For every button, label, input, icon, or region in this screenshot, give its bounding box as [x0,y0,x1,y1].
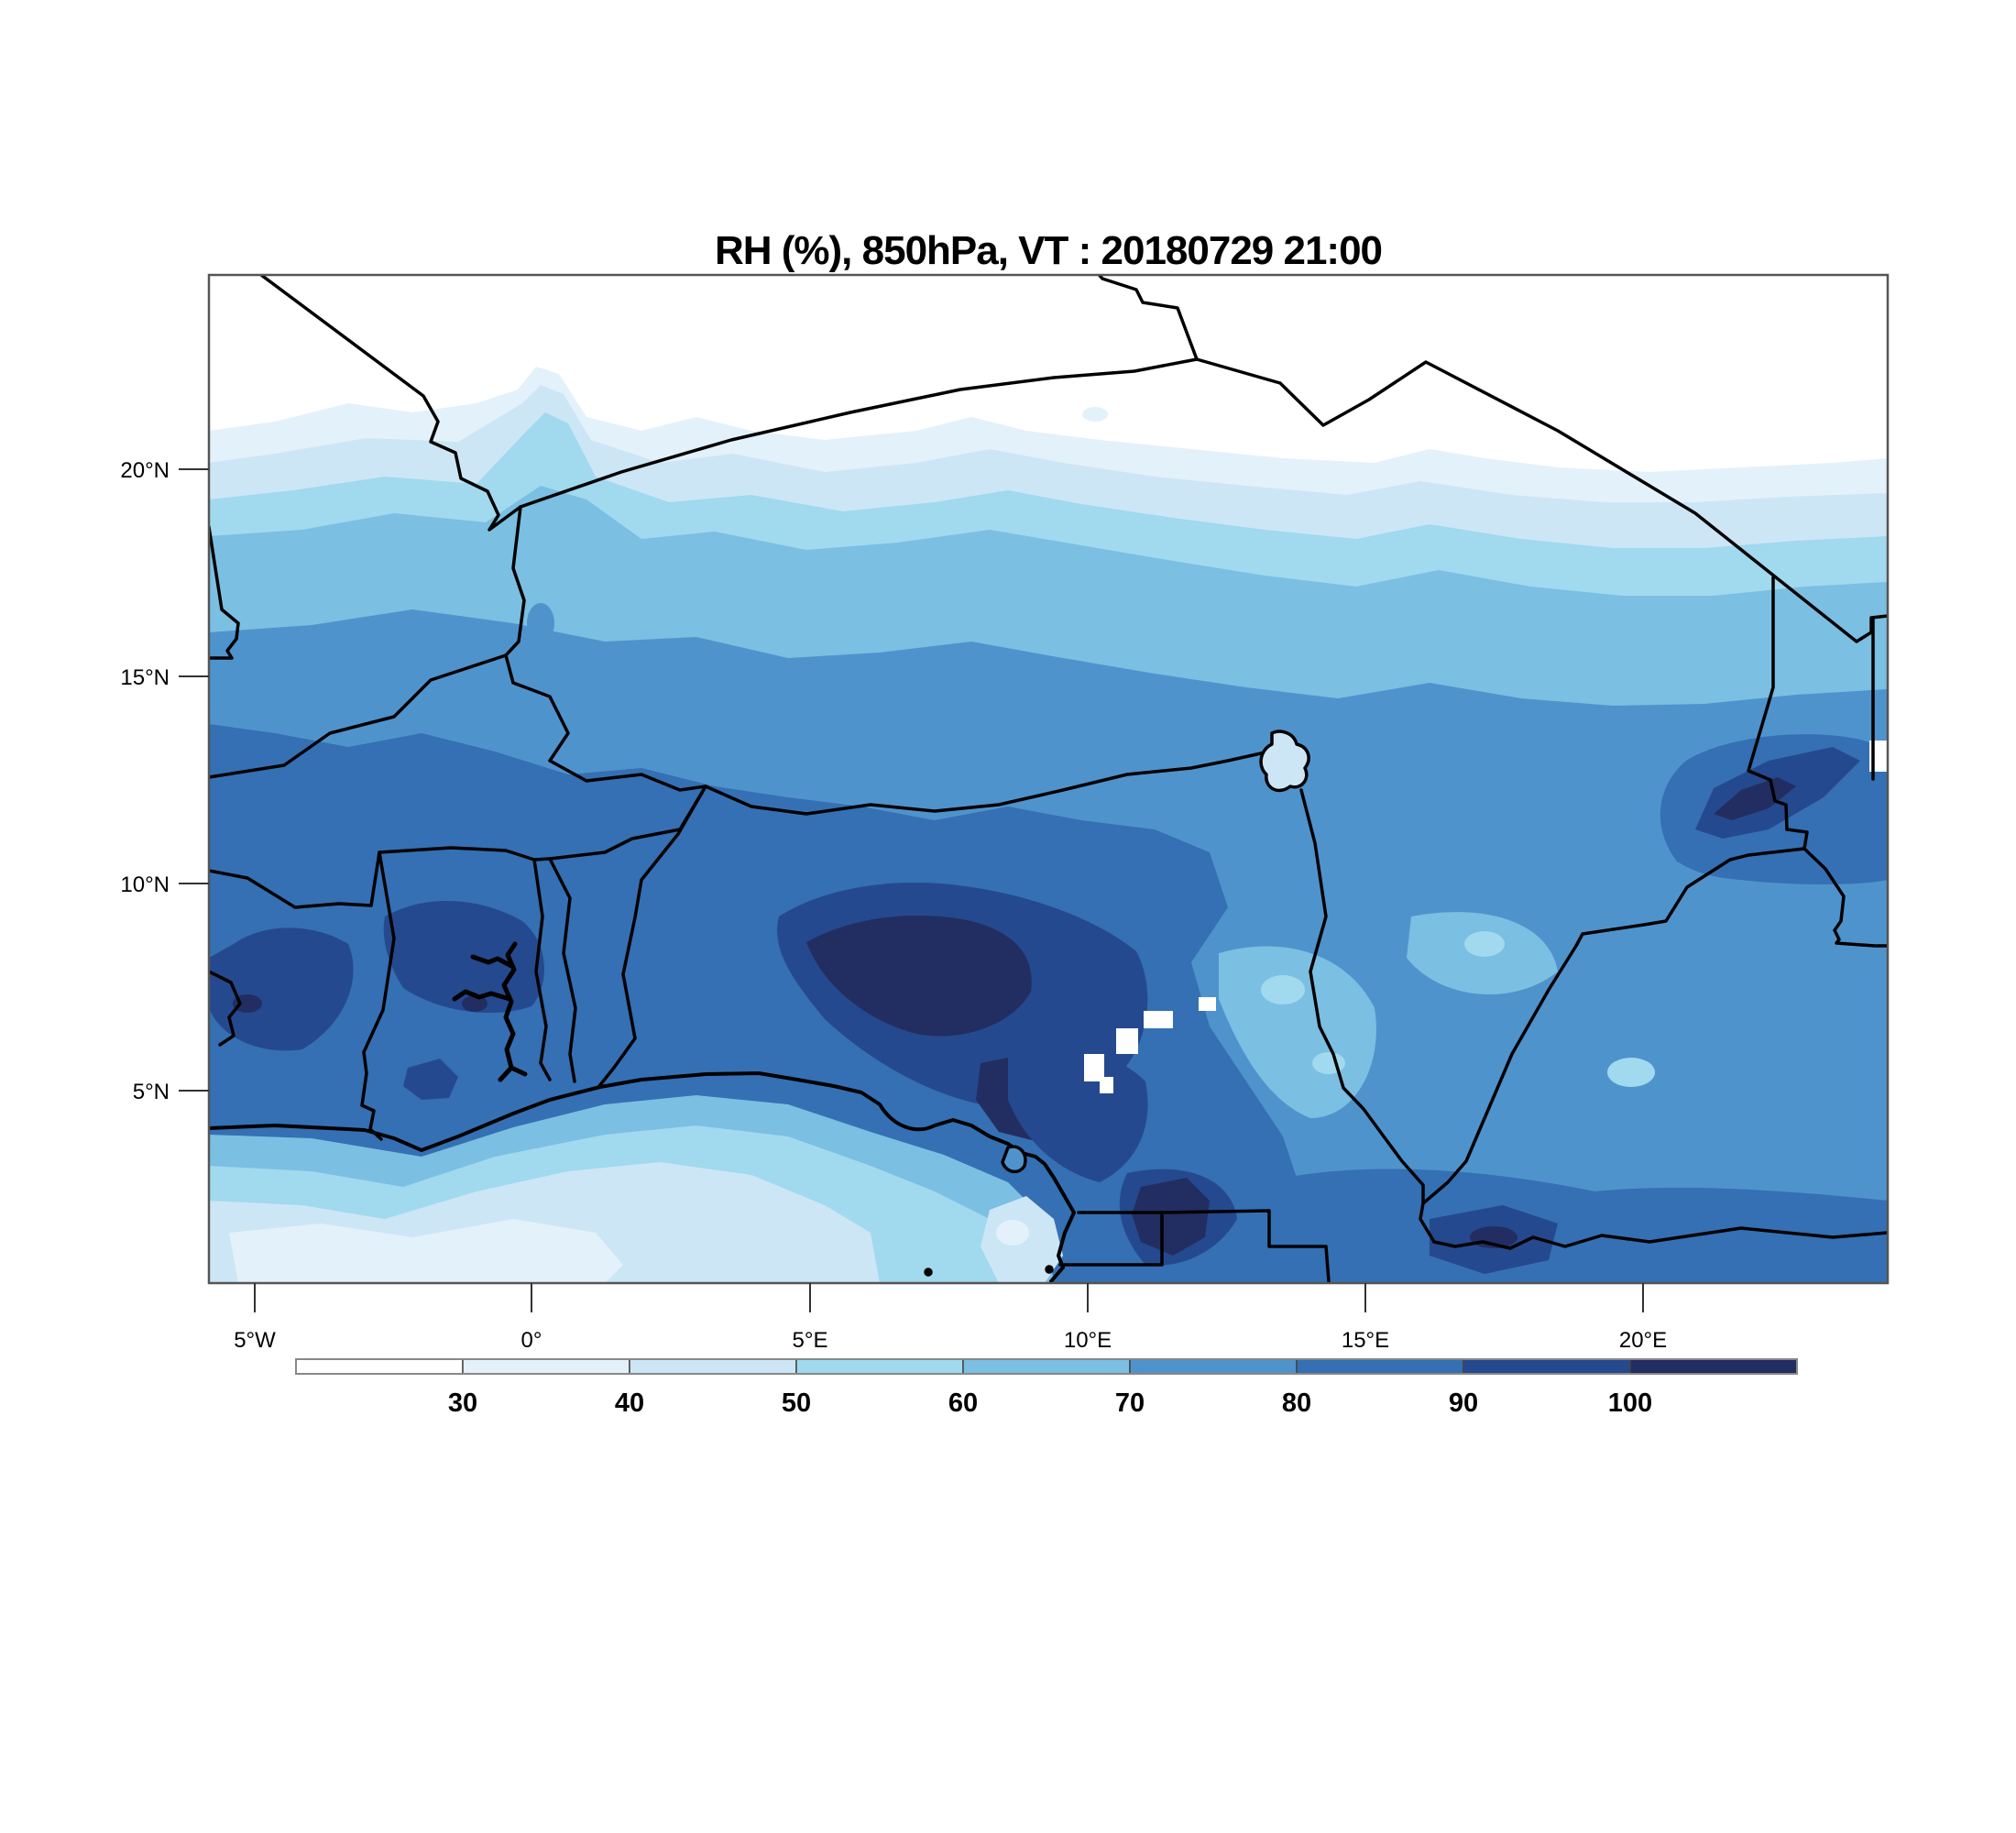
bioko-island [1001,1145,1027,1174]
lon-label-15e: 15°E [1342,1328,1389,1353]
core-ivory-coast [209,927,354,1051]
figure-title: RH (%), 850hPa, VT : 20180729 21:00 [715,228,1382,273]
border-algeria-mali [259,275,522,532]
border-algeria-libya [1097,275,1199,361]
border-cameroon-chad [1299,788,1436,1244]
colorbar-tick-70: 70 [1115,1388,1145,1418]
map-plot-area: 20°N 15°N 10°N 5°N 5°W 0° 5°E 10°E 15°E … [120,273,1890,1353]
border-ivory-guinea [209,970,242,1047]
field-light-spot [1464,931,1505,957]
border-car-congo [1432,1226,1888,1250]
colorbar-swatch-70-80 [1129,1358,1298,1375]
lat-label-20n: 20°N [120,458,170,483]
border-ghana-west [360,851,396,1141]
border-eq-guinea [1058,1211,1164,1267]
map-frame [207,273,1890,1285]
border-sudan-car [1802,847,1888,948]
rh-field-layers [209,275,1888,1283]
border-cameroon-gabon [1160,1209,1331,1283]
y-axis-labels: 20°N 15°N 10°N 5°N [120,458,170,1104]
border-togo-benin [548,857,577,1083]
colorbar-tick-100: 100 [1608,1388,1652,1418]
small-island [1045,1265,1054,1274]
border-mali-burkina [209,653,508,779]
border-chad-sudan [1747,576,1809,851]
border-libya-niger-chad [1195,357,1888,643]
border-benin-nigeria [597,785,707,1088]
core-ivory-max [233,994,262,1013]
lon-label-0: 0° [521,1328,542,1353]
border-left-promontory [209,525,240,660]
field-light-spot [1607,1058,1655,1087]
field-light-patch-east1 [1219,946,1376,1118]
colorbar-tick-90: 90 [1449,1388,1478,1418]
colorbar-swatch-60-70 [962,1358,1131,1375]
lake-volta [452,941,528,1082]
colorbar-swatch-40-50 [629,1358,797,1375]
colorbar-tick-30: 30 [448,1388,477,1418]
lon-label-5w: 5°W [234,1328,276,1353]
lat-label-10n: 10°N [120,873,170,897]
colorbar-labels: 30 40 50 60 70 80 90 100 [448,1388,1652,1418]
core-ghana-coast [403,1059,458,1100]
border-chad-car [1421,847,1806,1205]
field-max-northeast [1714,777,1796,820]
field-light-spot [1261,975,1305,1004]
colorbar-swatch-90-100 [1463,1358,1631,1375]
colorbar-swatch-50-60 [795,1358,964,1375]
x-axis-labels: 5°W 0° 5°E 10°E 15°E 20°E [234,1328,1667,1353]
border-burkina-south [209,785,707,909]
colorbar-swatch-30-40 [462,1358,630,1375]
axis-ticks [179,468,1644,1312]
colorbar-swatches [295,1358,1798,1375]
colorbar-tick-80: 80 [1282,1388,1311,1418]
border-burkina-niger [504,653,707,792]
colorbar: 30 40 50 60 70 80 90 100 [295,1358,1798,1418]
lat-label-15n: 15°N [120,665,170,690]
missing-data-blocks [1084,741,1888,1093]
core-volta-max [462,995,488,1012]
lon-label-20e: 20°E [1619,1328,1667,1353]
country-borders [209,275,1888,1283]
core-nigeria-max [806,915,1032,1037]
border-algeria-niger [519,357,1199,509]
colorbar-tick-40: 40 [615,1388,644,1418]
sao-tome-island [924,1268,933,1277]
colorbar-swatch-lt30 [295,1358,464,1375]
lon-label-5e: 5°E [793,1328,828,1353]
coastline-gulf-of-guinea [209,1071,1076,1283]
ocean-30-40 [229,1219,623,1283]
border-niger-nigeria [704,750,1271,816]
lake-chad [1259,730,1310,793]
border-mali-niger [504,505,526,657]
colorbar-tick-50: 50 [782,1388,811,1418]
pale-speck [1082,407,1108,422]
ocean-palest-spot [996,1220,1029,1246]
border-ghana-togo [532,858,552,1081]
colorbar-swatch-gt100 [1629,1358,1798,1375]
field-80-90-southeast [1265,1169,1888,1283]
colorbar-outline [295,1358,1798,1375]
colorbar-tick-60: 60 [948,1388,978,1418]
colorbar-swatch-80-90 [1296,1358,1464,1375]
core-eq-guinea-max [1132,1178,1210,1256]
field-light-spot [1312,1052,1345,1074]
lon-label-10e: 10°E [1064,1328,1112,1353]
lat-label-5n: 5°N [133,1080,170,1104]
